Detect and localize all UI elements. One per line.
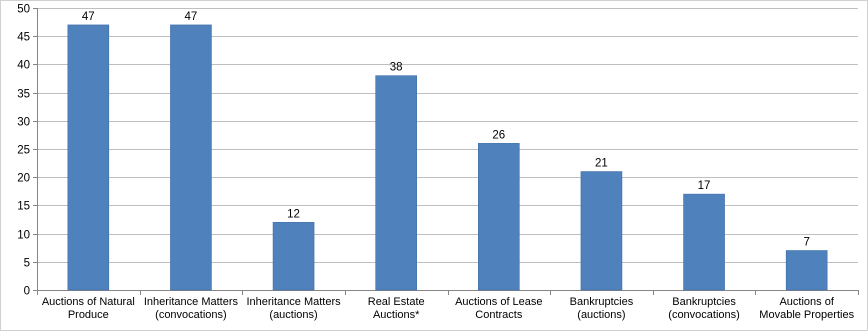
- y-tick-label: 20: [17, 173, 30, 185]
- category-label: Produce: [68, 309, 109, 321]
- data-label: 47: [185, 11, 198, 23]
- category-label: Auctions of Natural: [42, 296, 135, 308]
- category-label: (convocations): [668, 309, 740, 321]
- y-tick-label: 10: [17, 230, 30, 242]
- bar: [375, 75, 417, 291]
- bar: [170, 24, 212, 291]
- category-label: Movable Properties: [759, 309, 854, 321]
- category-label: Auctions of: [779, 296, 834, 308]
- data-label: 47: [82, 11, 95, 23]
- category-label: Auctions of Lease: [455, 296, 542, 308]
- bar: [272, 222, 315, 291]
- data-label: 21: [595, 158, 608, 170]
- y-tick-label: 30: [17, 117, 30, 129]
- y-tick-label: 5: [24, 258, 30, 270]
- bar: [67, 24, 110, 291]
- data-label: 38: [390, 62, 403, 74]
- y-tick-label: 50: [17, 4, 30, 16]
- category-label: (auctions): [577, 309, 625, 321]
- data-labels: 47 47 12 38 26 21 17 7: [82, 11, 810, 249]
- y-tick-label: 35: [17, 89, 30, 101]
- data-label: 17: [698, 180, 711, 192]
- category-label: (convocations): [155, 309, 227, 321]
- axes: [33, 8, 859, 295]
- y-tick-label: 40: [17, 60, 30, 72]
- data-label: 7: [803, 237, 809, 249]
- category-label: Inheritance Matters: [144, 296, 239, 308]
- bar: [580, 171, 623, 291]
- bars: [67, 24, 828, 291]
- category-label: (auctions): [269, 309, 317, 321]
- bar: [683, 193, 725, 291]
- y-tick-label: 45: [17, 32, 30, 44]
- category-label: Inheritance Matters: [246, 296, 341, 308]
- y-tick-label: 15: [17, 201, 30, 213]
- bar: [785, 250, 828, 291]
- data-label: 12: [287, 208, 300, 220]
- y-tick-label: 0: [24, 286, 30, 298]
- bar: [478, 143, 520, 291]
- category-label: Bankruptcies: [672, 296, 736, 308]
- category-label: Real Estate: [368, 296, 425, 308]
- category-label: Bankruptcies: [570, 296, 634, 308]
- category-label: Auctions*: [373, 309, 420, 321]
- data-label: 26: [492, 129, 505, 141]
- y-tick-label: 25: [17, 145, 30, 157]
- category-label: Contracts: [475, 309, 523, 321]
- y-tick-labels: 0 5 10 15 20 25 30 35 40 45 50: [17, 4, 30, 298]
